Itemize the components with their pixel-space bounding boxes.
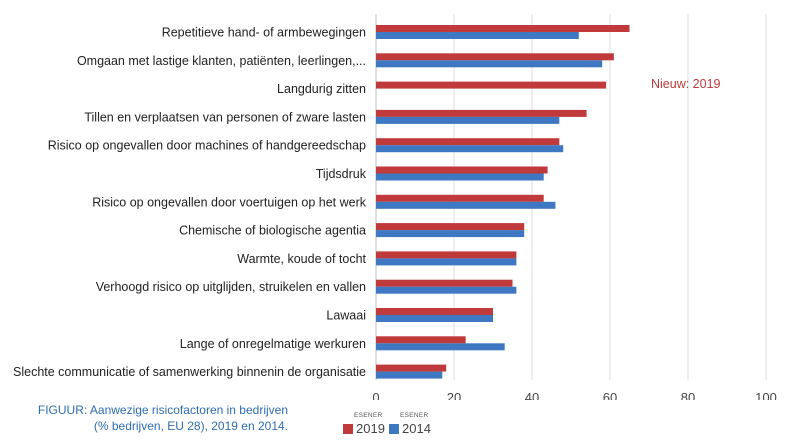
category-label-omgaan-met-lastige-klanten-patienten-leerlingen: Omgaan met lastige klanten, patiënten, l… [77,54,366,68]
category-label-langdurig-zitten: Langdurig zitten [277,82,366,96]
bar-2019-tijdsdruk [376,166,548,174]
bar-2014-warmte-koude-of-tocht [376,258,517,266]
x-tick-label-100: 100 [755,390,777,400]
category-label-chemische-of-biologische-agentia: Chemische of biologische agentia [179,224,366,238]
legend-item-2019: ESENER 2019 [343,412,385,436]
bar-2014-lawaai [376,315,493,322]
category-label-tillen-en-verplaatsen-van-personen-of-zware-lasten: Tillen en verplaatsen van personen of zw… [84,110,366,124]
bar-2019-tillen-en-verplaatsen-van-personen-of-zware-lasten [376,109,587,117]
x-tick-label-40: 40 [525,390,539,400]
legend-source-2019: ESENER [354,412,383,419]
bar-2014-lange-of-onregelmatige-werkuren [376,343,505,351]
bar-group [376,25,630,379]
category-label-lange-of-onregelmatige-werkuren: Lange of onregelmatige werkuren [180,337,366,351]
x-tick-label-20: 20 [447,390,461,400]
bar-2014-risico-op-ongevallen-door-voertuigen-op-het-werk [376,201,556,209]
annotation-new-2019: Nieuw: 2019 [651,77,721,91]
bar-2014-slechte-communicatie-of-samenwerking-binnenin-de-organisatie [376,371,443,379]
category-label-risico-op-ongevallen-door-machines-of-handgereedschap: Risico op ongevallen door machines of ha… [48,139,366,153]
bar-2014-risico-op-ongevallen-door-machines-of-handgereedschap [376,145,564,153]
bar-2019-warmte-koude-of-tocht [376,251,517,259]
bar-2019-lange-of-onregelmatige-werkuren [376,336,466,344]
bar-2019-chemische-of-biologische-agentia [376,223,525,231]
category-label-warmte-koude-of-tocht: Warmte, koude of tocht [237,252,366,266]
category-label-slechte-communicatie-of-samenwerking-binnenin-de-organisatie: Slechte communicatie of samenwerking bin… [13,365,366,379]
category-labels: Repetitieve hand- of armbewegingen Omgaan… [13,26,367,380]
bar-2019-repetitieve-hand-of-armbewegingen [376,25,630,32]
legend-source-2014: ESENER [400,412,429,419]
caption-line-2: (% bedrijven, EU 28), 2019 en 2014. [93,419,288,433]
bar-2014-verhoogd-risico-op-uitglijden-struikelen-en-vallen [376,286,517,294]
legend-item-2014: ESENER 2014 [389,412,431,436]
legend-label-2019: 2019 [356,421,385,436]
caption-line-1: FIGUUR: Aanwezige risicofactoren in bedr… [37,403,288,417]
category-label-verhoogd-risico-op-uitglijden-struikelen-en-vallen: Verhoogd risico op uitglijden, struikele… [96,280,366,294]
bar-chart: Repetitieve hand- of armbewegingen Omgaan… [13,14,777,400]
category-label-risico-op-ongevallen-door-voertuigen-op-het-werk: Risico op ongevallen door voertuigen op … [92,195,367,209]
bar-2014-tijdsdruk [376,173,544,181]
bar-2019-omgaan-met-lastige-klanten-patienten-leerlingen [376,53,614,61]
figure-caption: FIGUUR: Aanwezige risicofactoren in bedr… [18,402,288,434]
x-tick-label-80: 80 [681,390,695,400]
bar-2019-risico-op-ongevallen-door-voertuigen-op-het-werk [376,194,544,202]
bar-2014-omgaan-met-lastige-klanten-patienten-leerlingen [376,60,603,68]
bar-2014-tillen-en-verplaatsen-van-personen-of-zware-lasten [376,116,560,124]
bar-2019-langdurig-zitten [376,81,607,89]
category-label-lawaai: Lawaai [326,309,366,323]
bar-2014-chemische-of-biologische-agentia [376,230,525,238]
bar-2019-lawaai [376,308,493,315]
bar-2014-repetitieve-hand-of-armbewegingen [376,32,579,39]
bar-2019-slechte-communicatie-of-samenwerking-binnenin-de-organisatie [376,364,447,372]
legend-swatch-2019 [343,423,353,434]
bar-2019-verhoogd-risico-op-uitglijden-struikelen-en-vallen [376,279,513,287]
bar-2019-risico-op-ongevallen-door-machines-of-handgereedschap [376,138,560,146]
category-label-repetitieve-hand-of-armbewegingen: Repetitieve hand- of armbewegingen [162,26,366,40]
legend-swatch-2014 [389,423,399,434]
x-tick-labels: 0 20 40 60 80 100 [372,390,776,400]
category-label-tijdsdruk: Tijdsdruk [316,167,367,181]
x-tick-label-0: 0 [372,390,379,400]
x-tick-label-60: 60 [603,390,617,400]
legend-label-2014: 2014 [402,421,431,436]
